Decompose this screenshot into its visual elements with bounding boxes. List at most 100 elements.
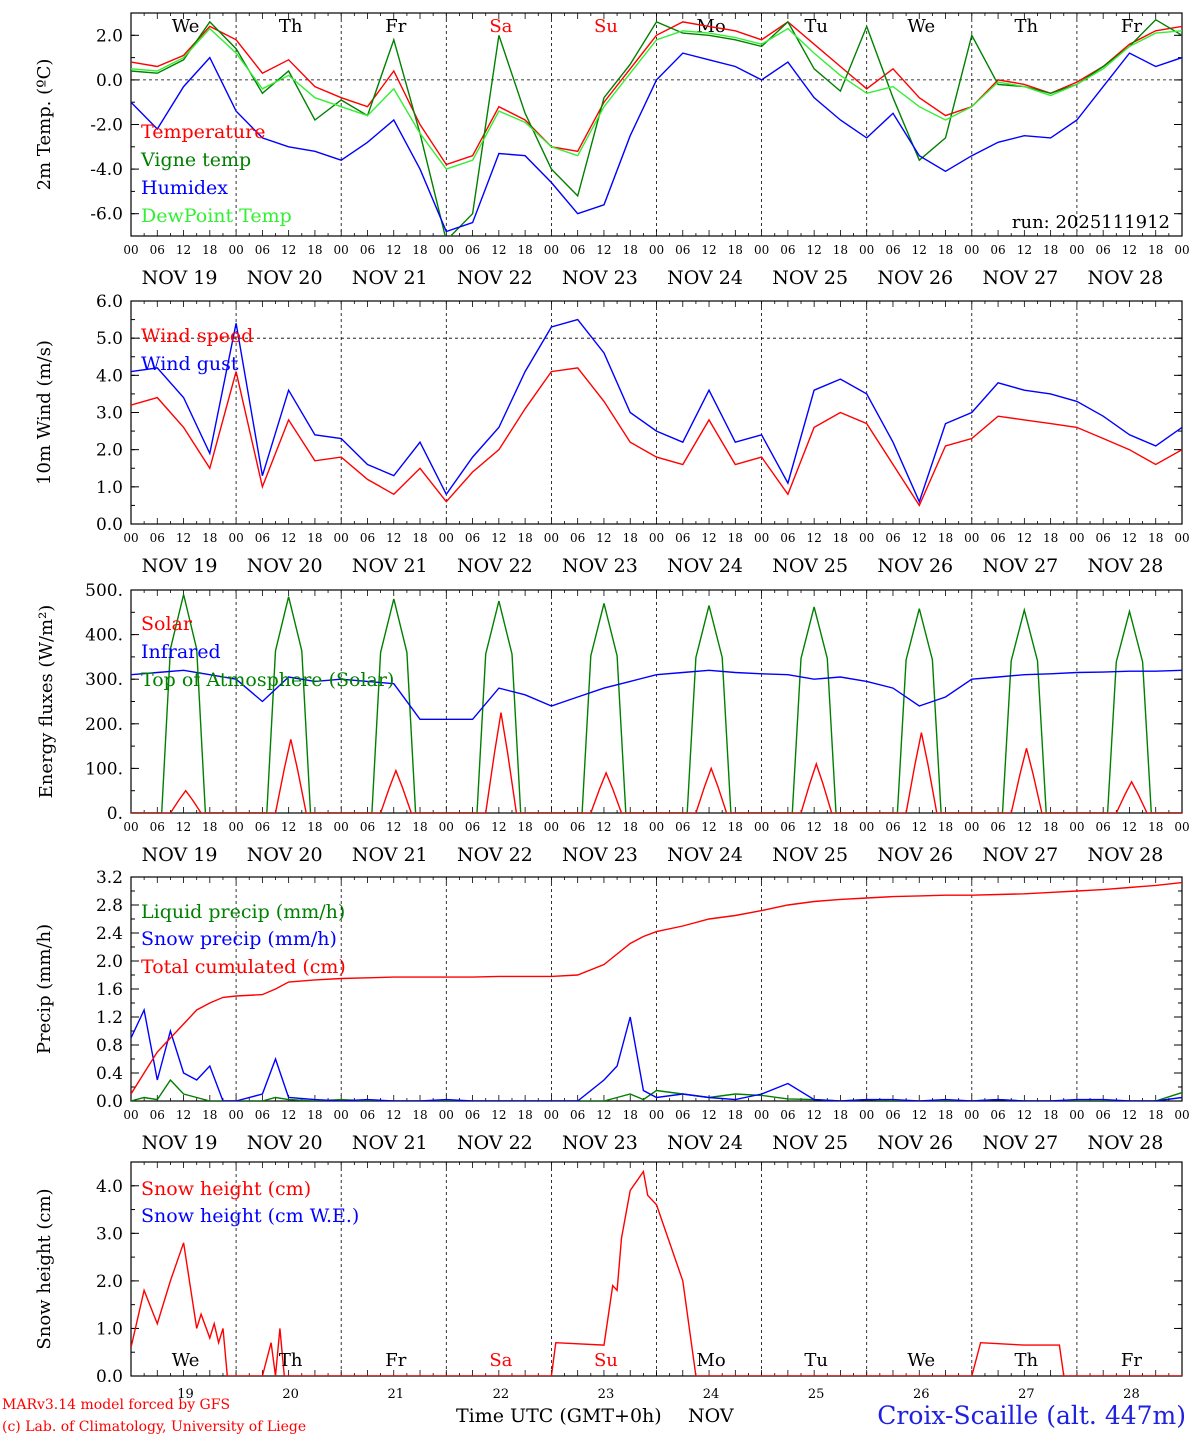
day-number: 26 <box>913 1387 930 1402</box>
hour-label: 06 <box>1096 531 1111 545</box>
hour-label: 18 <box>412 531 427 545</box>
hour-label: 00 <box>544 531 559 545</box>
hour-label: 00 <box>228 531 243 545</box>
hour-label: 18 <box>412 243 427 257</box>
hour-label: 00 <box>228 1108 243 1122</box>
hour-label: 06 <box>885 820 900 834</box>
date-label: NOV 23 <box>562 555 638 577</box>
hour-label: 18 <box>1148 531 1163 545</box>
date-label: NOV 20 <box>247 844 323 866</box>
hour-label: 18 <box>307 243 322 257</box>
legend-0: Temperature <box>141 121 265 143</box>
hour-label: 12 <box>1122 1108 1137 1122</box>
hour-label: 00 <box>1069 531 1084 545</box>
hour-label: 12 <box>1017 531 1032 545</box>
weekday-label: Mo <box>696 1350 725 1371</box>
date-label: NOV 24 <box>667 844 743 866</box>
day-number: 20 <box>282 1387 299 1402</box>
snow-precip-mm-h--line <box>131 1007 1182 1101</box>
hour-label: 18 <box>1043 1108 1058 1122</box>
snow-height-cm--line <box>131 1169 1182 1376</box>
date-label: NOV 28 <box>1088 1132 1164 1154</box>
y-tick-label: 0.0 <box>96 71 123 91</box>
solar-line <box>971 748 1077 813</box>
plot-frame <box>130 589 1183 814</box>
toa-solar-line <box>971 607 1077 813</box>
y-tick-label: 3.2 <box>96 868 123 888</box>
hour-label: 06 <box>465 1108 480 1122</box>
date-label: NOV 27 <box>982 267 1058 289</box>
hour-label: 06 <box>675 820 690 834</box>
date-label: NOV 26 <box>877 267 953 289</box>
station-title: Croix-Scaille (alt. 447m) <box>877 1401 1186 1430</box>
hour-label: 18 <box>412 820 427 834</box>
weekday-label: Su <box>594 1350 618 1371</box>
hour-label: 18 <box>517 820 532 834</box>
legend-3: DewPoint Temp <box>141 205 292 227</box>
hour-label: 18 <box>1043 531 1058 545</box>
hour-label: 00 <box>123 243 138 257</box>
hour-label: 18 <box>1148 820 1163 834</box>
solar-line <box>656 766 762 813</box>
hour-label: 12 <box>386 820 401 834</box>
hour-label: 12 <box>1017 820 1032 834</box>
day-number: 25 <box>808 1387 825 1402</box>
hour-label: 18 <box>202 820 217 834</box>
y-tick-label: 2.4 <box>96 924 123 944</box>
y-tick-label: 1.6 <box>96 980 123 1000</box>
hour-label: 12 <box>596 820 611 834</box>
hour-label: 06 <box>465 820 480 834</box>
date-label: NOV 22 <box>457 267 533 289</box>
hour-label: 12 <box>912 820 927 834</box>
y-tick-label: 3.0 <box>96 1224 123 1244</box>
y-tick-label: 0.8 <box>96 1036 123 1056</box>
hour-label: 12 <box>281 820 296 834</box>
legend-2: Top of Atmosphere (Solar) <box>141 669 394 691</box>
hour-label: 18 <box>517 1108 532 1122</box>
hour-label: 00 <box>649 820 664 834</box>
y-tick-label: 0. <box>107 804 123 824</box>
y-axis-label: Precip (mm/h) <box>34 924 55 1054</box>
hour-label: 12 <box>807 243 822 257</box>
date-label: NOV 24 <box>667 1132 743 1154</box>
hour-label: 18 <box>833 1108 848 1122</box>
hour-label: 06 <box>255 531 270 545</box>
y-tick-label: 4.0 <box>96 366 123 386</box>
date-label: NOV 24 <box>667 555 743 577</box>
hour-label: 18 <box>1043 243 1058 257</box>
toa-solar-line <box>656 605 762 813</box>
hour-label: 18 <box>833 531 848 545</box>
weekday-label: We <box>907 16 935 37</box>
hour-label: 06 <box>1096 243 1111 257</box>
hour-label: 06 <box>990 243 1005 257</box>
hour-label: 06 <box>360 243 375 257</box>
hour-label: 12 <box>176 820 191 834</box>
time-axis-label: Time UTC (GMT+0h) <box>456 1405 662 1427</box>
weekday-label: Th <box>279 1350 303 1371</box>
y-tick-label: 3.0 <box>96 404 123 424</box>
legend-1: Infrared <box>141 641 221 663</box>
y-tick-label: 1.2 <box>96 1008 123 1028</box>
hour-label: 00 <box>439 243 454 257</box>
hour-label: 18 <box>938 531 953 545</box>
hour-label: 00 <box>1069 1108 1084 1122</box>
legend-1: Vigne temp <box>140 149 251 171</box>
hour-label: 06 <box>255 1108 270 1122</box>
hour-label: 06 <box>885 531 900 545</box>
y-tick-label: 4.0 <box>96 1177 123 1197</box>
legend-0: Solar <box>141 613 193 635</box>
hour-label: 12 <box>596 531 611 545</box>
hour-label: 00 <box>964 243 979 257</box>
hour-label: 18 <box>1148 243 1163 257</box>
date-label: NOV 25 <box>772 267 848 289</box>
toa-solar-line <box>341 598 447 813</box>
hour-label: 00 <box>439 531 454 545</box>
weekday-label: Fr <box>385 1350 406 1371</box>
date-label: NOV 28 <box>1088 267 1164 289</box>
wind-speed-line <box>131 367 1182 507</box>
hour-label: 12 <box>281 243 296 257</box>
weekday-label: Tu <box>804 1350 828 1371</box>
hour-label: 06 <box>780 1108 795 1122</box>
model-credit: MARv3.14 model forced by GFS <box>2 1397 231 1413</box>
hour-label: 12 <box>1122 531 1137 545</box>
